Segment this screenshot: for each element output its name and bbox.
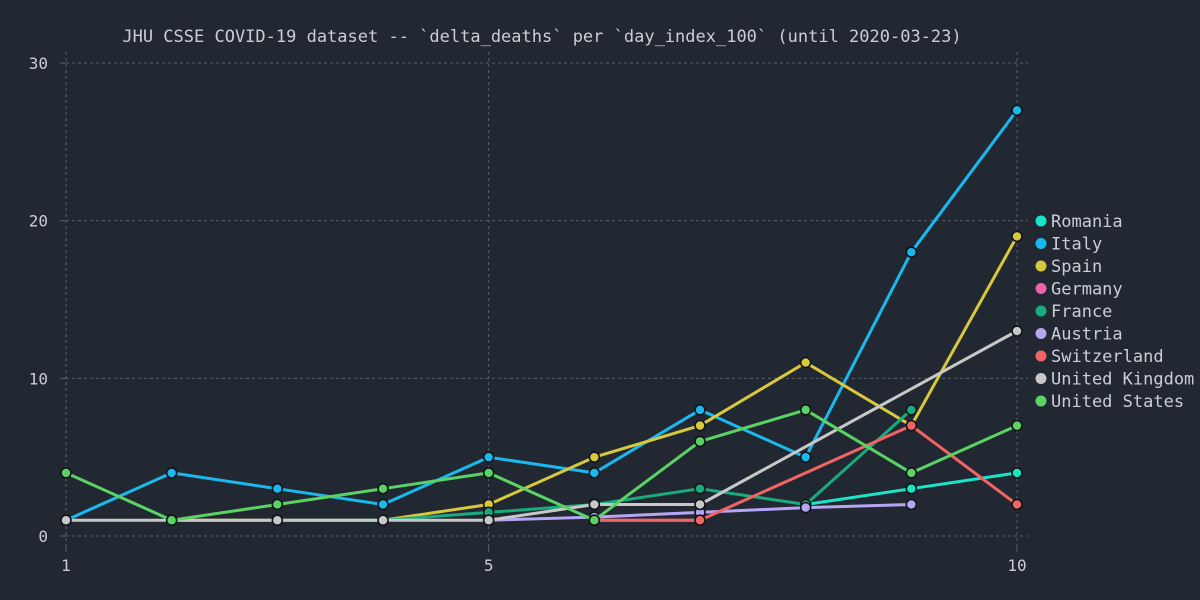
legend-marker-switzerland <box>1035 350 1047 362</box>
data-point-austria <box>799 501 812 514</box>
legend-marker-france <box>1035 305 1047 317</box>
data-point-united-states <box>377 482 389 495</box>
data-point-romania <box>1011 467 1023 479</box>
legend-marker-italy <box>1035 238 1047 249</box>
series-line-united-states <box>65 408 1018 522</box>
data-point-italy <box>482 451 495 463</box>
data-point-italy <box>165 467 178 479</box>
data-point-italy <box>271 482 284 495</box>
x-tick-label: 1 <box>61 556 71 575</box>
data-point-france <box>905 404 918 416</box>
data-point-italy <box>377 498 389 511</box>
data-point-spain <box>588 451 601 463</box>
data-point-spain <box>799 356 812 369</box>
series-united-kingdom <box>60 325 1023 527</box>
data-point-italy <box>694 404 706 416</box>
data-point-united-kingdom <box>588 498 601 511</box>
data-point-united-states <box>799 404 812 416</box>
legend-marker-united-kingdom <box>1035 373 1047 384</box>
data-point-united-kingdom <box>60 514 72 527</box>
legend-label-germany: Germany <box>1051 280 1123 300</box>
y-tick-label: 30 <box>29 54 48 73</box>
data-point-united-kingdom <box>694 498 706 511</box>
y-tick-label: 20 <box>29 212 48 231</box>
data-point-united-states <box>905 467 918 479</box>
legend-label-france: France <box>1051 302 1112 322</box>
data-point-romania <box>905 482 918 495</box>
y-tick-label: 0 <box>38 527 48 546</box>
series-italy <box>60 104 1023 527</box>
data-point-spain <box>694 419 706 432</box>
legend-label-romania: Romania <box>1051 212 1123 232</box>
series-united-states <box>60 404 1023 527</box>
data-point-united-states <box>165 514 178 527</box>
data-point-united-kingdom <box>482 514 495 527</box>
data-point-switzerland <box>694 514 706 527</box>
legend-marker-spain <box>1035 260 1047 272</box>
legend-label-spain: Spain <box>1051 257 1102 277</box>
legend-marker-romania <box>1035 215 1047 227</box>
legend-label-switzerland: Switzerland <box>1051 347 1164 367</box>
legend-label-austria: Austria <box>1051 325 1123 345</box>
data-point-spain <box>1011 230 1023 243</box>
data-point-italy <box>905 246 918 258</box>
data-point-switzerland <box>1011 498 1023 511</box>
data-point-italy <box>1011 104 1023 117</box>
data-point-united-kingdom <box>377 514 389 527</box>
data-point-united-states <box>694 435 706 448</box>
x-tick-label: 10 <box>1007 556 1026 575</box>
data-point-united-states <box>60 467 72 479</box>
data-point-united-kingdom <box>1011 325 1023 337</box>
series-group <box>60 104 1023 527</box>
grid <box>65 52 1028 546</box>
data-point-switzerland <box>905 419 918 432</box>
data-point-united-states <box>482 467 495 479</box>
legend-label-united-kingdom: United Kingdom <box>1051 370 1194 390</box>
data-point-united-states <box>588 514 601 527</box>
series-line-italy <box>65 109 1019 522</box>
chart-title: JHU CSSE COVID-19 dataset -- `delta_deat… <box>122 27 961 47</box>
data-point-united-states <box>1011 419 1023 432</box>
data-point-austria <box>905 498 918 511</box>
legend-label-italy: Italy <box>1051 235 1102 255</box>
data-point-united-kingdom <box>271 514 284 527</box>
axes: 0 10 20 30 1 5 10 <box>29 54 1027 575</box>
data-point-france <box>694 482 706 495</box>
legend-label-united-states: United States <box>1051 392 1184 412</box>
legend-marker-germany <box>1035 283 1047 294</box>
series-line-switzerland <box>594 424 1018 522</box>
x-tick-label: 5 <box>484 556 494 575</box>
series-line-united-kingdom <box>66 329 1018 522</box>
legend-marker-united-states <box>1035 395 1047 407</box>
y-tick-label: 10 <box>29 369 48 388</box>
data-point-united-states <box>271 498 284 511</box>
data-point-italy <box>588 467 601 479</box>
legend-marker-austria <box>1035 328 1047 339</box>
data-point-italy <box>799 451 812 463</box>
